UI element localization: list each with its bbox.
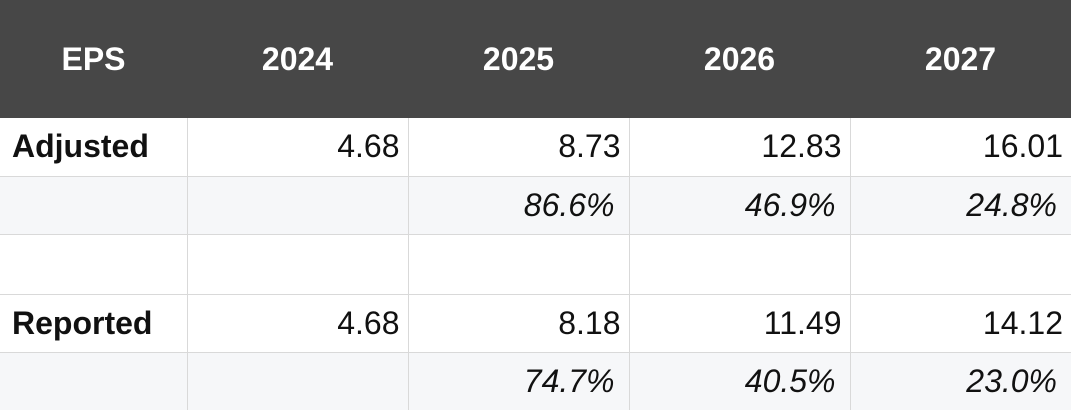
row-label: Reported (0, 293, 188, 353)
header-cell: 2024 (187, 0, 408, 118)
header-row: EPS 2024 2025 2026 2027 (0, 0, 1071, 118)
value-cell: 16.01 (849, 118, 1071, 177)
header-cell: 2026 (629, 0, 850, 118)
value-cell: 11.49 (628, 293, 851, 353)
header-cell: EPS (0, 0, 187, 118)
adjusted-growth-row: 86.6% 46.9% 24.8% (0, 175, 1071, 235)
header-cell: 2025 (408, 0, 629, 118)
growth-cell: 40.5% (628, 351, 851, 410)
empty-cell (0, 175, 188, 235)
adjusted-row: Adjusted 4.68 8.73 12.83 16.01 (0, 118, 1071, 177)
value-cell: 14.12 (849, 293, 1071, 353)
value-cell: 12.83 (628, 118, 851, 177)
growth-cell: 74.7% (407, 351, 630, 410)
value-cell: 4.68 (186, 118, 409, 177)
empty-cell (407, 233, 630, 295)
empty-cell (0, 233, 188, 295)
reported-growth-row: 74.7% 40.5% 23.0% (0, 351, 1071, 410)
empty-cell (186, 351, 409, 410)
value-cell: 8.73 (407, 118, 630, 177)
value-cell: 8.18 (407, 293, 630, 353)
empty-cell (186, 233, 409, 295)
header-cell: 2027 (850, 0, 1071, 118)
spacer-row (0, 233, 1071, 295)
growth-cell: 46.9% (628, 175, 851, 235)
growth-cell: 86.6% (407, 175, 630, 235)
empty-cell (0, 351, 188, 410)
growth-cell: 23.0% (849, 351, 1071, 410)
value-cell: 4.68 (186, 293, 409, 353)
empty-cell (628, 233, 851, 295)
reported-row: Reported 4.68 8.18 11.49 14.12 (0, 293, 1071, 353)
empty-cell (849, 233, 1071, 295)
row-label: Adjusted (0, 118, 188, 177)
empty-cell (186, 175, 409, 235)
growth-cell: 24.8% (849, 175, 1071, 235)
